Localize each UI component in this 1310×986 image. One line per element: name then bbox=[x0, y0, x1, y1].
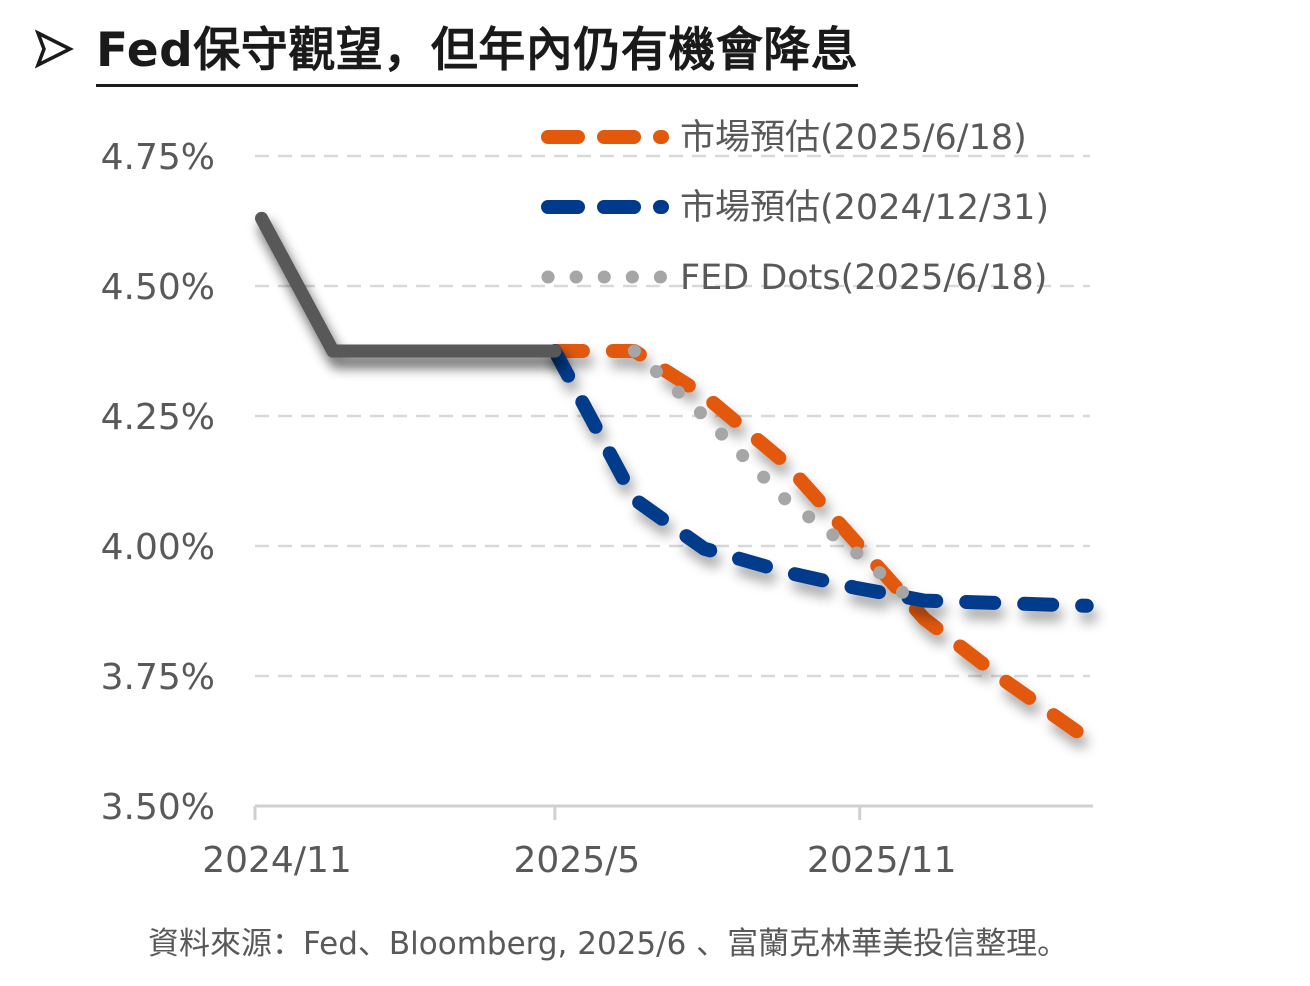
y-tick-label: 4.25% bbox=[101, 397, 215, 438]
y-tick-label: 3.75% bbox=[101, 657, 215, 698]
series-line-actual bbox=[255, 211, 562, 358]
legend-label: 市場預估(2024/12/31) bbox=[680, 188, 1049, 228]
source-note: 資料來源：Fed、Bloomberg, 2025/6 、富蘭克林華美投信整理。 bbox=[148, 926, 1069, 962]
axes: 4.75% 4.50% 4.25% 4.00% 3.75% 3.50% 2024/11 202… bbox=[101, 137, 1093, 881]
x-tick-label: 2024/11 bbox=[202, 840, 352, 881]
legend-label: FED Dots(2025/6/18) bbox=[680, 258, 1047, 298]
page-title: Fed保守觀望，但年內仍有機會降息 bbox=[96, 11, 859, 87]
gridlines bbox=[255, 154, 1090, 678]
series-line-1 bbox=[547, 344, 1094, 746]
page-header: Fed保守觀望，但年內仍有機會降息 bbox=[34, 11, 859, 87]
series-line-0 bbox=[255, 211, 562, 358]
arrowhead-bullet-icon bbox=[34, 29, 74, 69]
series-line-2 bbox=[547, 344, 1094, 613]
legend-label: 市場預估(2025/6/18) bbox=[680, 118, 1027, 158]
x-tick-label: 2025/11 bbox=[807, 840, 957, 881]
y-tick-label: 4.50% bbox=[101, 267, 215, 308]
y-tick-label: 3.50% bbox=[101, 787, 215, 828]
x-tick-label: 2025/5 bbox=[514, 840, 641, 881]
series-line-3 bbox=[627, 344, 931, 618]
legend: 市場預估(2025/6/18) 市場預估(2024/12/31) FED Dots(… bbox=[541, 118, 1049, 298]
y-tick-label: 4.00% bbox=[101, 527, 215, 568]
series-lines bbox=[255, 211, 1094, 746]
y-tick-label: 4.75% bbox=[101, 137, 215, 178]
